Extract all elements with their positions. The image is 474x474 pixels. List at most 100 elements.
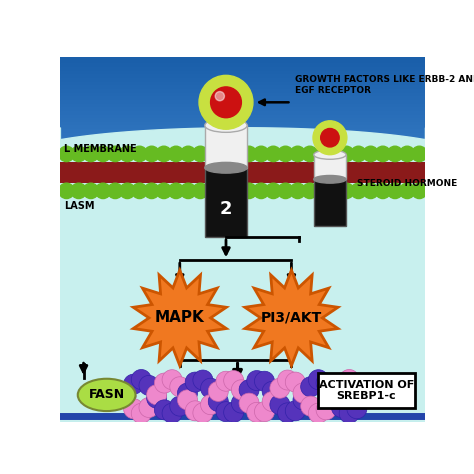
Circle shape bbox=[331, 375, 352, 395]
Bar bbox=[314, 179, 346, 226]
Circle shape bbox=[293, 383, 313, 403]
Bar bbox=[61, 341, 425, 345]
Circle shape bbox=[375, 146, 391, 162]
Bar bbox=[61, 381, 425, 385]
Bar bbox=[61, 133, 425, 137]
Bar bbox=[61, 64, 425, 68]
Bar bbox=[319, 374, 415, 408]
Ellipse shape bbox=[78, 379, 136, 411]
Bar bbox=[61, 169, 425, 173]
Circle shape bbox=[285, 401, 305, 421]
Bar bbox=[61, 89, 425, 93]
Bar bbox=[61, 283, 425, 287]
Circle shape bbox=[331, 398, 352, 418]
Circle shape bbox=[181, 183, 196, 199]
Circle shape bbox=[247, 402, 267, 422]
Circle shape bbox=[239, 393, 259, 413]
Bar bbox=[61, 286, 425, 291]
Bar bbox=[61, 137, 425, 141]
Bar bbox=[61, 122, 425, 126]
Bar bbox=[61, 155, 425, 159]
Bar bbox=[61, 103, 425, 108]
Bar bbox=[61, 330, 425, 334]
Circle shape bbox=[144, 183, 159, 199]
Circle shape bbox=[162, 370, 182, 390]
Circle shape bbox=[83, 183, 99, 199]
Bar bbox=[61, 377, 425, 382]
Bar bbox=[61, 158, 425, 163]
Bar bbox=[61, 82, 425, 86]
Circle shape bbox=[241, 183, 257, 199]
Circle shape bbox=[216, 371, 236, 391]
Circle shape bbox=[83, 146, 99, 162]
Circle shape bbox=[324, 385, 344, 405]
Circle shape bbox=[231, 393, 251, 413]
Bar bbox=[61, 165, 425, 170]
Circle shape bbox=[59, 146, 74, 162]
Circle shape bbox=[302, 146, 318, 162]
Circle shape bbox=[411, 183, 427, 199]
Circle shape bbox=[301, 396, 321, 416]
Circle shape bbox=[255, 371, 274, 391]
Circle shape bbox=[177, 383, 198, 403]
Circle shape bbox=[400, 146, 415, 162]
Circle shape bbox=[265, 146, 281, 162]
Polygon shape bbox=[17, 128, 469, 422]
Bar bbox=[61, 173, 425, 177]
Bar bbox=[61, 126, 425, 130]
Circle shape bbox=[59, 183, 74, 199]
Circle shape bbox=[208, 382, 228, 401]
Circle shape bbox=[351, 146, 366, 162]
Circle shape bbox=[71, 183, 86, 199]
Circle shape bbox=[131, 403, 151, 423]
Circle shape bbox=[327, 183, 342, 199]
Circle shape bbox=[239, 380, 259, 400]
Circle shape bbox=[314, 183, 330, 199]
Circle shape bbox=[156, 146, 172, 162]
Circle shape bbox=[278, 183, 293, 199]
Bar bbox=[61, 326, 425, 331]
Circle shape bbox=[285, 372, 305, 392]
Circle shape bbox=[205, 183, 220, 199]
Circle shape bbox=[270, 395, 290, 415]
Circle shape bbox=[132, 183, 147, 199]
Bar bbox=[61, 92, 425, 97]
Bar bbox=[61, 407, 425, 411]
Bar bbox=[61, 188, 425, 192]
Circle shape bbox=[262, 392, 282, 411]
Bar bbox=[61, 67, 425, 72]
Circle shape bbox=[108, 146, 123, 162]
Circle shape bbox=[351, 183, 366, 199]
Bar bbox=[61, 392, 425, 396]
Bar bbox=[61, 220, 425, 225]
Circle shape bbox=[411, 146, 427, 162]
Bar bbox=[61, 213, 425, 218]
Bar bbox=[61, 195, 425, 199]
Bar bbox=[61, 279, 425, 283]
Circle shape bbox=[217, 146, 232, 162]
Circle shape bbox=[290, 183, 305, 199]
Ellipse shape bbox=[205, 118, 247, 132]
Bar bbox=[61, 366, 425, 371]
Circle shape bbox=[156, 183, 172, 199]
Circle shape bbox=[210, 87, 241, 118]
Circle shape bbox=[387, 183, 403, 199]
Circle shape bbox=[95, 146, 111, 162]
Bar bbox=[61, 304, 425, 309]
Circle shape bbox=[324, 388, 344, 408]
Bar bbox=[61, 403, 425, 407]
Circle shape bbox=[132, 146, 147, 162]
Bar bbox=[61, 107, 425, 112]
Bar bbox=[61, 311, 425, 316]
Bar bbox=[61, 151, 425, 155]
Bar bbox=[61, 249, 425, 254]
Circle shape bbox=[208, 392, 228, 411]
Bar bbox=[61, 56, 425, 61]
Bar bbox=[61, 257, 425, 261]
Ellipse shape bbox=[314, 175, 346, 183]
Bar bbox=[61, 74, 425, 79]
Bar bbox=[205, 168, 247, 237]
Bar bbox=[61, 388, 425, 392]
Bar bbox=[61, 129, 425, 134]
Bar bbox=[61, 180, 425, 185]
